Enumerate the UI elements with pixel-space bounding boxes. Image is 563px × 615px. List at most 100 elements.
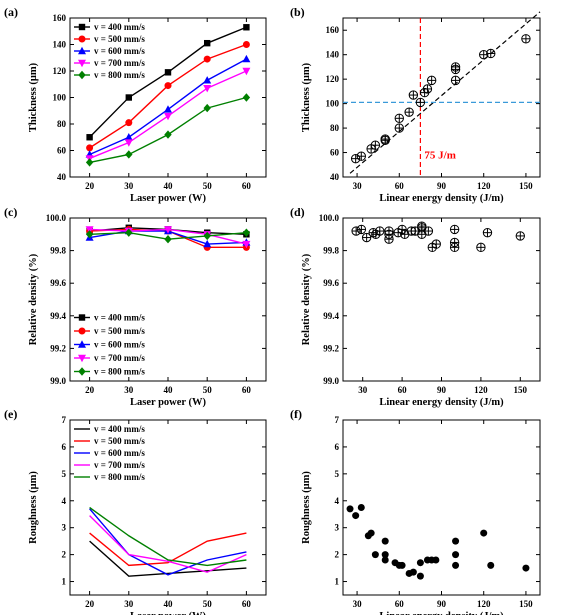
data-point — [86, 134, 93, 141]
vline-annotation: 75 J/m — [424, 150, 455, 162]
data-point — [242, 41, 250, 48]
x-tick-label: 50 — [203, 181, 213, 191]
y-tick-label: 80 — [57, 119, 67, 129]
trend-line — [349, 11, 541, 174]
chart-panel-d: (d) 30 60 90 120 150 99.0 99.2 99.4 99.6 99.8 100.0… — [290, 205, 541, 408]
y-tick-label: 60 — [57, 146, 67, 156]
chart-panel-f: (f) 30 60 90 120 150 1 2 3 4 5 6 7 Linear energy dens… — [290, 407, 541, 615]
data-point — [366, 144, 376, 154]
data-point — [479, 49, 489, 60]
data-point — [357, 504, 365, 511]
data-point — [381, 556, 389, 564]
data-point — [203, 239, 212, 248]
data-point — [476, 242, 486, 253]
x-tick-label: 60 — [242, 385, 252, 395]
y-tick-label: 6 — [62, 442, 67, 452]
data-point — [125, 94, 132, 101]
legend-entry: v = 700 mm/s — [94, 353, 145, 363]
panel-label: (b) — [290, 5, 305, 19]
data-point — [380, 134, 390, 144]
legend-swatch-marker — [78, 354, 86, 363]
series-line — [89, 506, 247, 567]
data-point — [242, 93, 251, 102]
data-point — [381, 551, 389, 559]
series-5 — [85, 228, 251, 244]
x-tick-label: 60 — [395, 181, 405, 191]
data-point — [416, 572, 424, 580]
x-axis-title: Laser power (W) — [130, 611, 207, 615]
series-line — [89, 508, 247, 576]
legend-swatch-marker — [78, 59, 86, 68]
data-point — [356, 151, 366, 161]
legend-entry: v = 600 mm/s — [94, 46, 145, 56]
y-tick-label: 7 — [62, 415, 67, 425]
data-point — [449, 242, 460, 253]
data-point — [452, 537, 460, 545]
data-point — [242, 228, 251, 237]
chart-panel-c: (c) 20 30 40 50 60 99.0 99.2 99.4 99.6 99.8 100.0 La… — [4, 205, 267, 408]
scatter-points — [346, 504, 530, 580]
x-tick-label: 30 — [124, 385, 134, 395]
x-tick-label: 30 — [353, 181, 363, 191]
series-4 — [89, 515, 247, 573]
x-tick-label: 60 — [242, 599, 252, 609]
data-point — [398, 561, 406, 569]
y-tick-label: 7 — [335, 415, 340, 425]
series-2 — [86, 41, 250, 152]
legend-swatch-marker — [78, 367, 86, 376]
plot-frame — [342, 217, 541, 382]
data-point — [85, 158, 94, 167]
y-axis-title: Roughness (μm) — [301, 471, 312, 544]
y-axis-title: Thickness (μm) — [28, 62, 39, 132]
data-point — [423, 226, 434, 236]
data-point — [375, 226, 385, 236]
data-point — [164, 82, 172, 90]
x-axis-title: Linear energy density (J/m) — [379, 397, 504, 408]
data-point — [164, 234, 172, 244]
x-tick-label: 20 — [85, 599, 95, 609]
series-1 — [86, 24, 250, 141]
data-point — [449, 224, 460, 235]
x-tick-label: 30 — [358, 385, 368, 395]
y-tick-label: 99.8 — [50, 246, 66, 256]
y-tick-label: 80 — [330, 123, 340, 133]
data-point — [124, 139, 133, 147]
y-tick-label: 1 — [335, 577, 340, 587]
x-tick-label: 40 — [164, 181, 174, 191]
y-tick-label: 99.8 — [323, 246, 339, 256]
y-axis-title: Thickness (μm) — [301, 62, 312, 132]
legend-swatch-marker — [78, 35, 86, 43]
series-line — [89, 540, 247, 577]
panel-label: (d) — [290, 205, 305, 219]
x-tick-label: 90 — [437, 599, 447, 609]
x-tick-label: 60 — [398, 385, 408, 395]
y-tick-label: 99.4 — [50, 311, 66, 321]
data-point — [164, 69, 172, 76]
data-point — [419, 87, 430, 98]
data-point — [521, 34, 531, 44]
data-point — [367, 529, 375, 537]
x-axis-title: Laser power (W) — [130, 193, 207, 204]
series-3 — [89, 508, 247, 576]
data-point — [417, 221, 427, 231]
y-tick-label: 120 — [53, 66, 67, 76]
y-tick-label: 6 — [335, 442, 340, 452]
legend-swatch-marker — [78, 46, 86, 55]
data-point — [487, 561, 495, 569]
data-point — [450, 75, 461, 86]
series-line — [89, 515, 247, 573]
legend: v = 400 mm/s v = 500 mm/s v = 600 mm/s v = … — [74, 313, 145, 377]
data-point — [431, 239, 441, 249]
y-tick-label: 60 — [330, 148, 340, 158]
plot-frame — [342, 419, 541, 596]
x-tick-label: 30 — [124, 599, 134, 609]
data-point — [125, 228, 133, 237]
legend-entry: v = 400 mm/s — [94, 424, 145, 434]
data-point — [86, 144, 94, 152]
x-tick-label: 40 — [164, 385, 174, 395]
x-tick-label: 150 — [514, 385, 528, 395]
data-point — [452, 561, 460, 569]
y-tick-label: 100 — [326, 99, 340, 109]
data-point — [381, 537, 389, 545]
legend-entry: v = 700 mm/s — [94, 58, 145, 68]
